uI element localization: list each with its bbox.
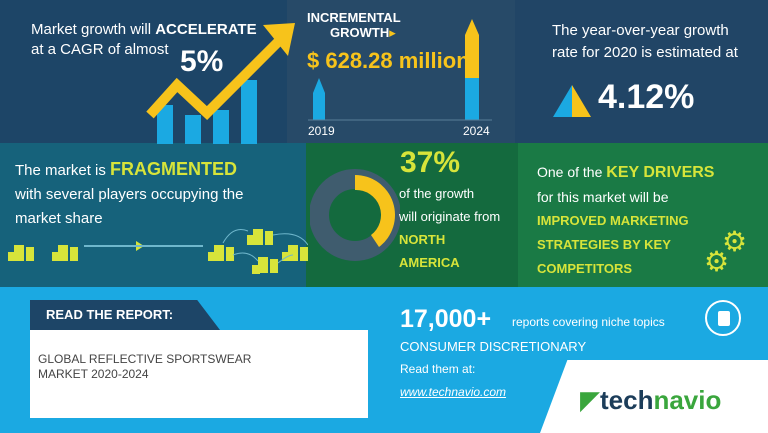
drivers-line2: for this market will be (537, 189, 669, 205)
cagr-value: 5% (180, 45, 224, 78)
buildings-network-icon (8, 229, 308, 274)
fragmented-line1: The market is (15, 162, 111, 179)
driver-line2: STRATEGIES BY KEY (537, 237, 671, 252)
drivers-text: One of the KEY DRIVERS for this market w… (537, 160, 714, 281)
logo-mark-icon: ◤ (580, 385, 600, 415)
read-at-label: Read them at: (400, 362, 476, 376)
pyramid-icon (553, 85, 591, 117)
cagr-line2: at a CAGR of almost (31, 41, 169, 58)
category-label: CONSUMER DISCRETIONARY (400, 339, 587, 354)
incremental-bars-icon (308, 19, 492, 121)
fragmented-line2: with several players occupying the (15, 186, 244, 203)
technavio-logo[interactable]: ◤technavio (580, 385, 721, 416)
region-line1: of the growth (399, 186, 475, 201)
report-count: 17,000+ (400, 305, 492, 333)
cagr-bold: ACCELERATE (155, 21, 257, 38)
driver-line3: COMPETITORS (537, 261, 633, 276)
growth-arrow-chart-icon (146, 23, 295, 144)
yoy-text: The year-over-year growth rate for 2020 … (552, 20, 738, 64)
logo-part1: tech (600, 385, 654, 415)
drivers-line1: One of the (537, 164, 607, 180)
read-report-label: READ THE REPORT: (46, 307, 174, 322)
incremental-title: INCREMENTAL GROWTH▸ (307, 10, 401, 40)
incremental-title-line2: GROWTH (330, 25, 390, 40)
read-report-tab (30, 300, 220, 330)
report-count-text: reports covering niche topics (512, 315, 665, 329)
cagr-text: Market growth will ACCELERATE at a CAGR … (31, 20, 257, 60)
yoy-panel (515, 0, 768, 143)
cagr-panel (0, 0, 287, 143)
drivers-bold: KEY DRIVERS (606, 164, 715, 181)
region-donut-chart (310, 169, 400, 261)
region-line2: will originate from (399, 209, 501, 224)
cagr-line1: Market growth will (31, 21, 156, 38)
report-title[interactable]: GLOBAL REFLECTIVE SPORTSWEAR MARKET 2020… (38, 352, 251, 382)
gear-icon: ⚙ (704, 246, 730, 277)
region-percent: 37% (400, 146, 461, 179)
report-title-line2: MARKET 2020-2024 (38, 367, 149, 381)
yoy-value: 4.12% (598, 78, 695, 116)
year-end-label: 2024 (463, 124, 490, 138)
drivers-panel (518, 143, 768, 287)
region-panel (306, 143, 518, 287)
fragmented-line3: market share (15, 210, 103, 227)
year-start-label: 2019 (308, 124, 335, 138)
incremental-value: $ 628.28 million (307, 48, 470, 73)
report-card[interactable] (30, 330, 368, 418)
driver-line1: IMPROVED MARKETING (537, 213, 689, 228)
region-name-line2: AMERICA (399, 255, 460, 270)
yoy-line2: rate for 2020 is estimated at (552, 44, 738, 61)
report-title-line1: GLOBAL REFLECTIVE SPORTSWEAR (38, 352, 252, 366)
yoy-line1: The year-over-year growth (552, 22, 729, 39)
fragmented-bold: FRAGMENTED (110, 159, 238, 179)
region-text: of the growth will originate from NORTH … (399, 182, 500, 274)
logo-area (540, 360, 768, 433)
fragmented-text: The market is FRAGMENTED with several pl… (15, 157, 243, 231)
gear-icon: ⚙ (722, 226, 748, 257)
website-link[interactable]: www.technavio.com (400, 385, 507, 399)
incremental-title-line1: INCREMENTAL (307, 10, 401, 25)
logo-part2: navio (653, 385, 722, 415)
play-icon: ▸ (389, 25, 396, 40)
donut-slice-north-america (355, 175, 395, 247)
region-name-line1: NORTH (399, 232, 446, 247)
fragmented-panel (0, 143, 306, 287)
shopping-bag-icon (705, 300, 741, 336)
